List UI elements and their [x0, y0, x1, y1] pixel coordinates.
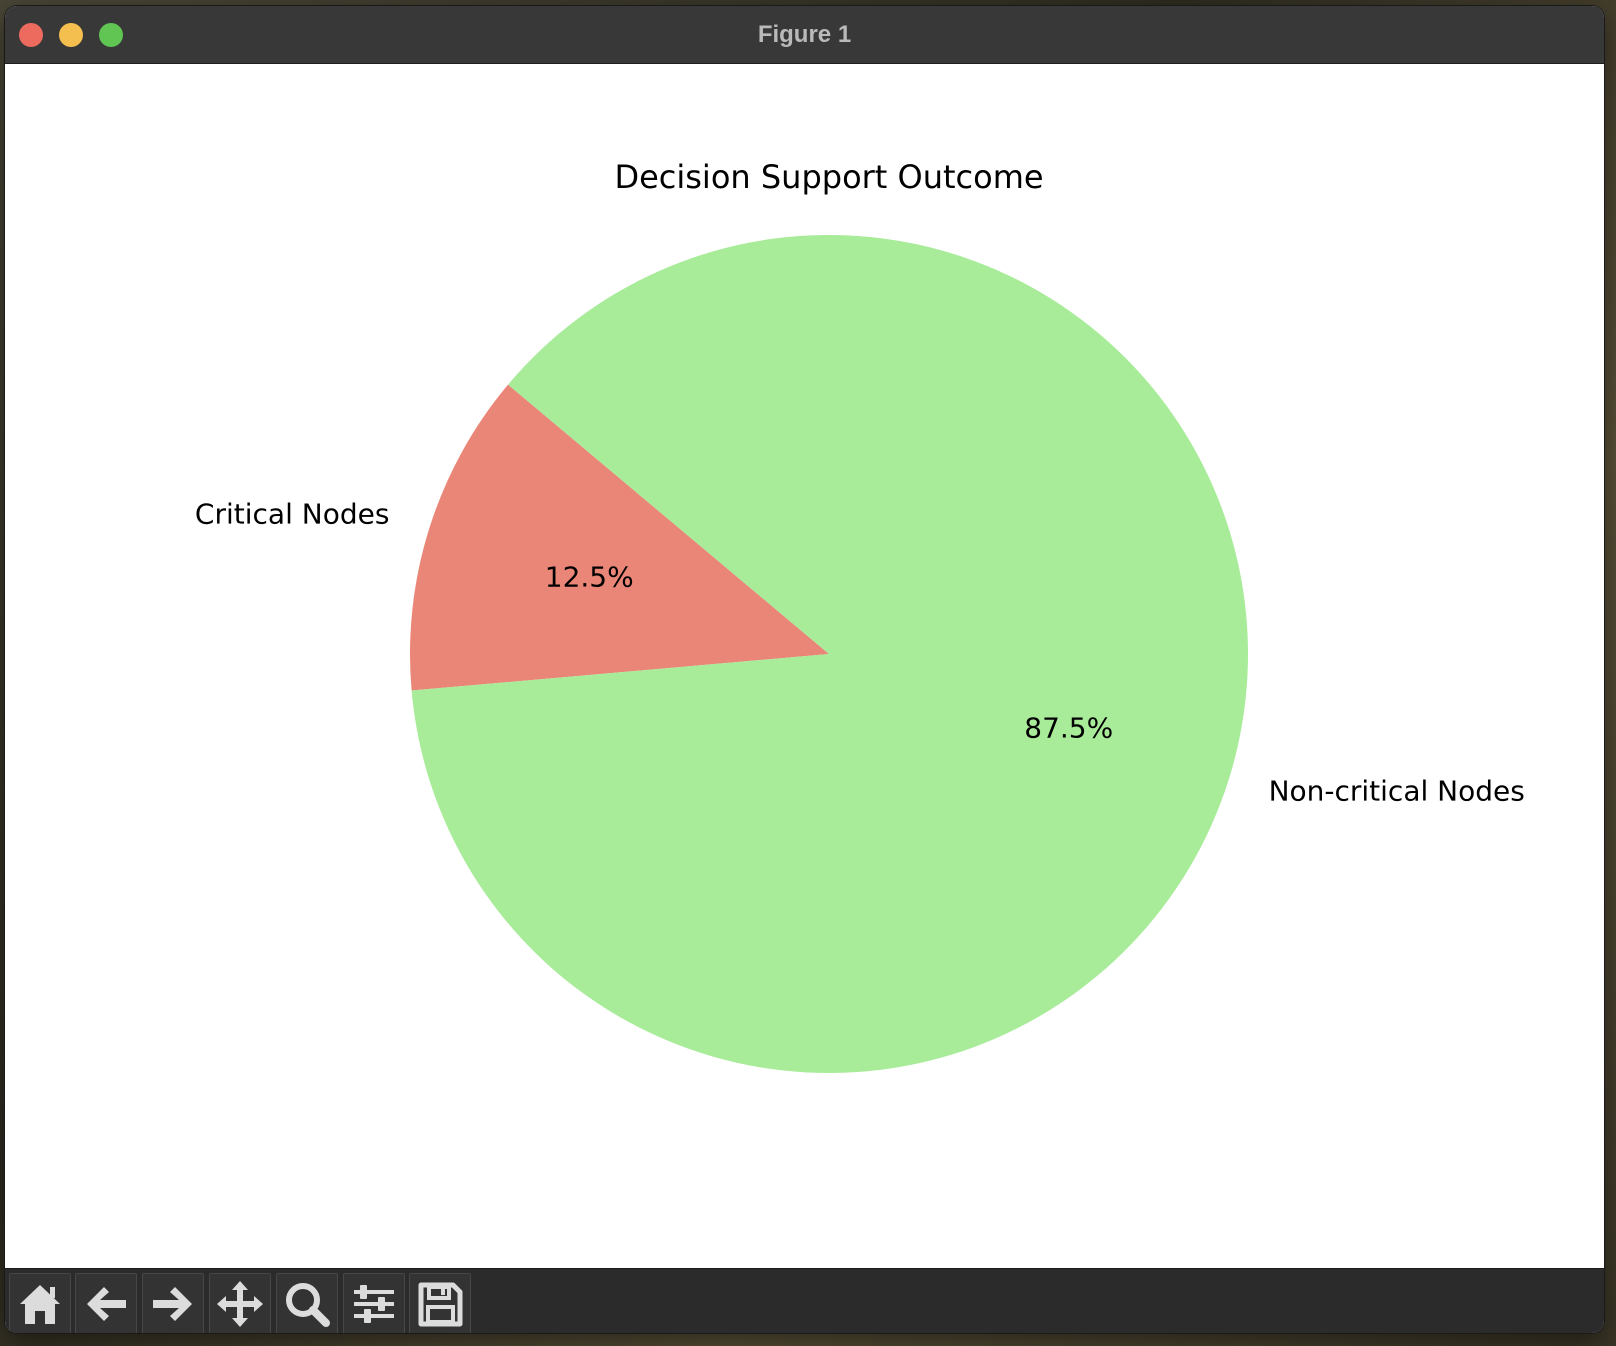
pan-button[interactable]	[209, 1273, 271, 1333]
slice-label-0: Critical Nodes	[195, 497, 390, 530]
slice-percent-label-0: 12.5%	[545, 560, 634, 593]
pie-slices	[409, 234, 1248, 1073]
forward-button[interactable]	[142, 1273, 204, 1333]
zoom-window-button[interactable]	[99, 23, 123, 47]
home-icon	[20, 1285, 60, 1324]
zoom-button[interactable]	[276, 1273, 338, 1333]
pie-slice-1	[411, 234, 1248, 1073]
arrow-right-icon	[153, 1287, 192, 1321]
magnifier-icon	[286, 1283, 330, 1327]
floppy-disk-icon	[418, 1282, 463, 1327]
home-button[interactable]	[9, 1273, 71, 1333]
title-bar: Figure 1	[5, 6, 1604, 64]
sliders-icon	[354, 1285, 394, 1323]
move-icon	[217, 1281, 263, 1327]
slice-label-1: Non-critical Nodes	[1269, 775, 1525, 808]
save-button[interactable]	[409, 1273, 471, 1333]
configure-subplots-button[interactable]	[343, 1273, 405, 1333]
figure-canvas[interactable]: Decision Support Outcome Critical Nodes 1…	[5, 64, 1604, 1268]
navigation-toolbar	[5, 1268, 1604, 1333]
window-title: Figure 1	[757, 21, 852, 48]
figure-window: Figure 1 Decision Support Outcome Critic…	[5, 6, 1604, 1333]
pie-slice-0	[409, 384, 829, 691]
slice-percent-label-1: 87.5%	[1024, 712, 1113, 745]
close-window-button[interactable]	[19, 23, 43, 47]
pie-chart: Decision Support Outcome Critical Nodes 1…	[195, 158, 1525, 1073]
chart-title: Decision Support Outcome	[614, 158, 1043, 196]
pie-labels: Critical Nodes 12.5% Non-critical Nodes 87.…	[195, 497, 1525, 807]
back-button[interactable]	[75, 1273, 137, 1333]
arrow-left-icon	[87, 1287, 126, 1321]
minimize-window-button[interactable]	[59, 23, 83, 47]
